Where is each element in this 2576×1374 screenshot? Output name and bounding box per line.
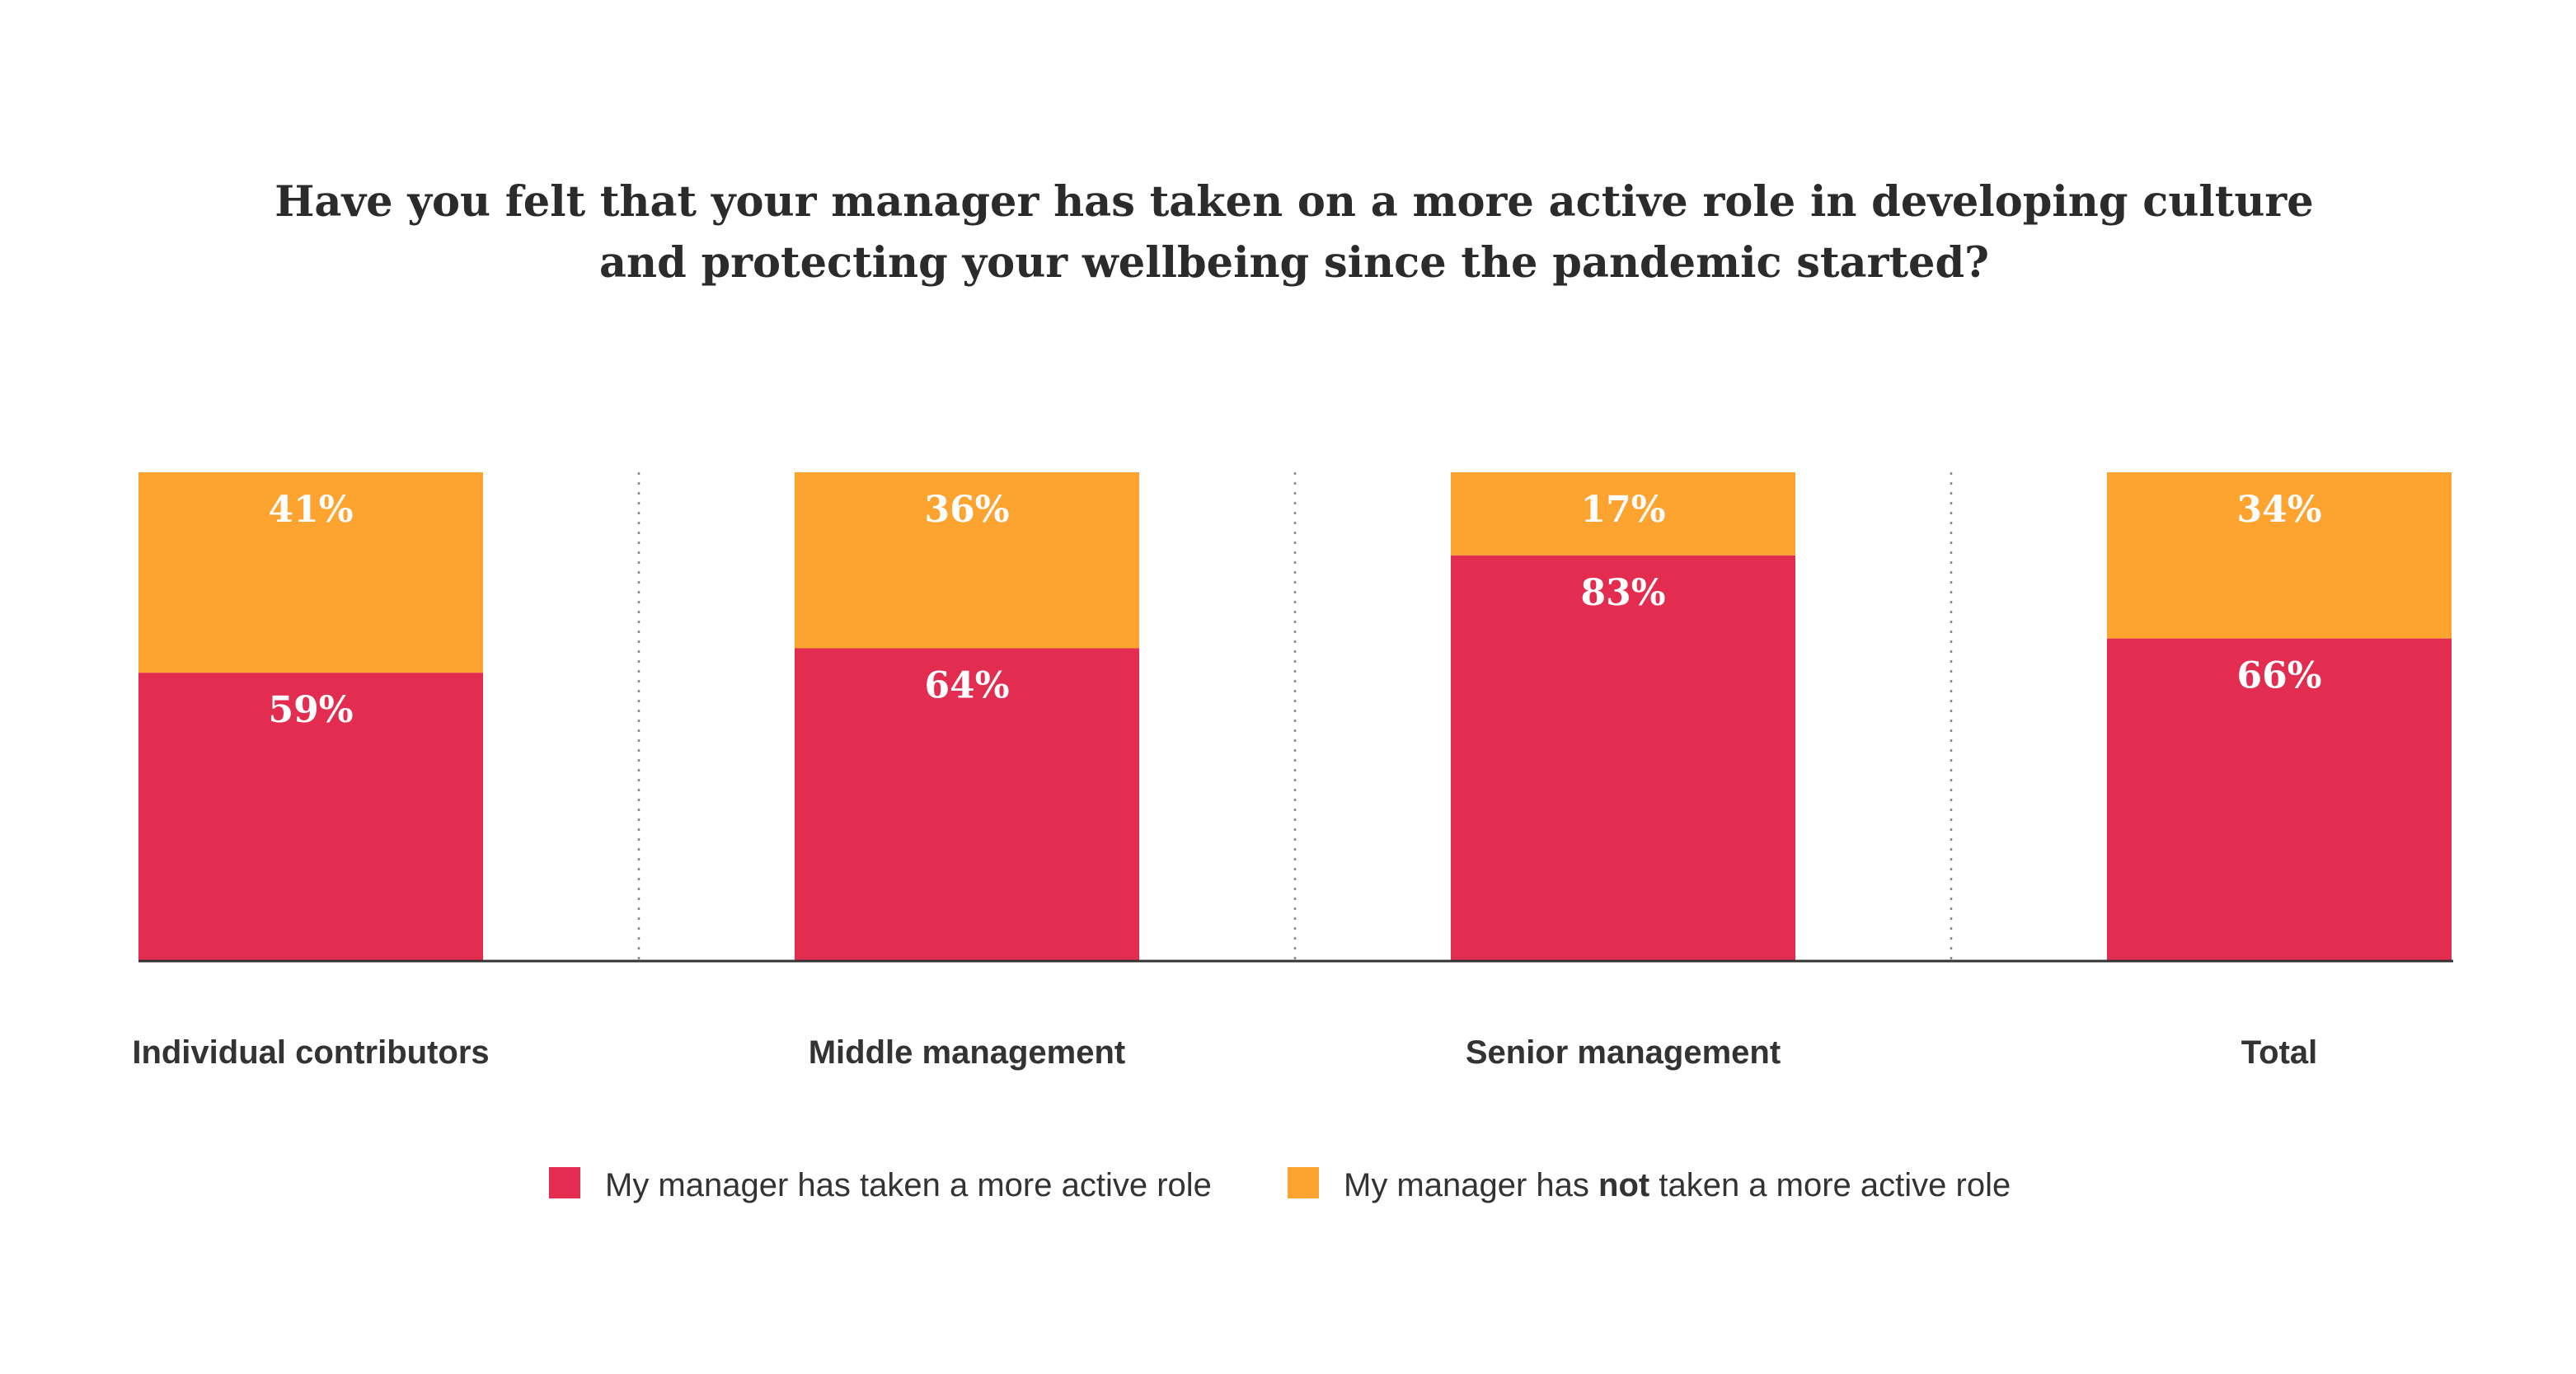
bar-segment-active-4	[2107, 638, 2452, 961]
legend-swatch-1	[549, 1167, 580, 1198]
chart-title-line-2: and protecting your wellbeing since the …	[599, 238, 1989, 288]
bar-segment-active-2	[795, 648, 1139, 961]
category-label-2: Middle management	[809, 1034, 1126, 1071]
data-label-not-active-2: 36%	[924, 489, 1009, 531]
legend-label-1: My manager has taken a more active role	[605, 1167, 1212, 1203]
chart-title: Have you felt that your manager has take…	[274, 177, 2313, 288]
category-label-1: Individual contributors	[132, 1034, 489, 1071]
legend-swatch-2	[1288, 1167, 1319, 1198]
legend-label-2: My manager has not taken a more active r…	[1344, 1167, 2011, 1203]
data-label-active-1: 59%	[268, 689, 353, 731]
data-label-not-active-4: 34%	[2236, 489, 2321, 531]
bar-segment-active-1	[138, 673, 483, 961]
category-label-3: Senior management	[1466, 1034, 1781, 1071]
category-labels: Individual contributors Middle management…	[132, 1034, 2317, 1071]
bar-segment-not-active-3	[1451, 472, 1795, 556]
chart-title-line-1: Have you felt that your manager has take…	[274, 177, 2313, 227]
data-label-not-active-3: 17%	[1580, 489, 1665, 531]
data-label-active-4: 66%	[2236, 655, 2321, 697]
data-label-active-3: 83%	[1580, 572, 1665, 614]
data-label-not-active-1: 41%	[268, 489, 353, 531]
bar-segment-not-active-1	[138, 472, 483, 673]
bar-segment-not-active-2	[795, 472, 1139, 649]
data-label-active-2: 64%	[924, 664, 1009, 706]
legend: My manager has taken a more active role M…	[549, 1167, 2011, 1203]
category-separators	[637, 472, 1953, 961]
bar-segment-active-3	[1451, 555, 1795, 961]
category-label-4: Total	[2241, 1034, 2318, 1071]
bar-segment-not-active-4	[2107, 472, 2452, 639]
bars: 59% 41% 64% 36% 83% 17% 66% 34%	[138, 472, 2452, 961]
